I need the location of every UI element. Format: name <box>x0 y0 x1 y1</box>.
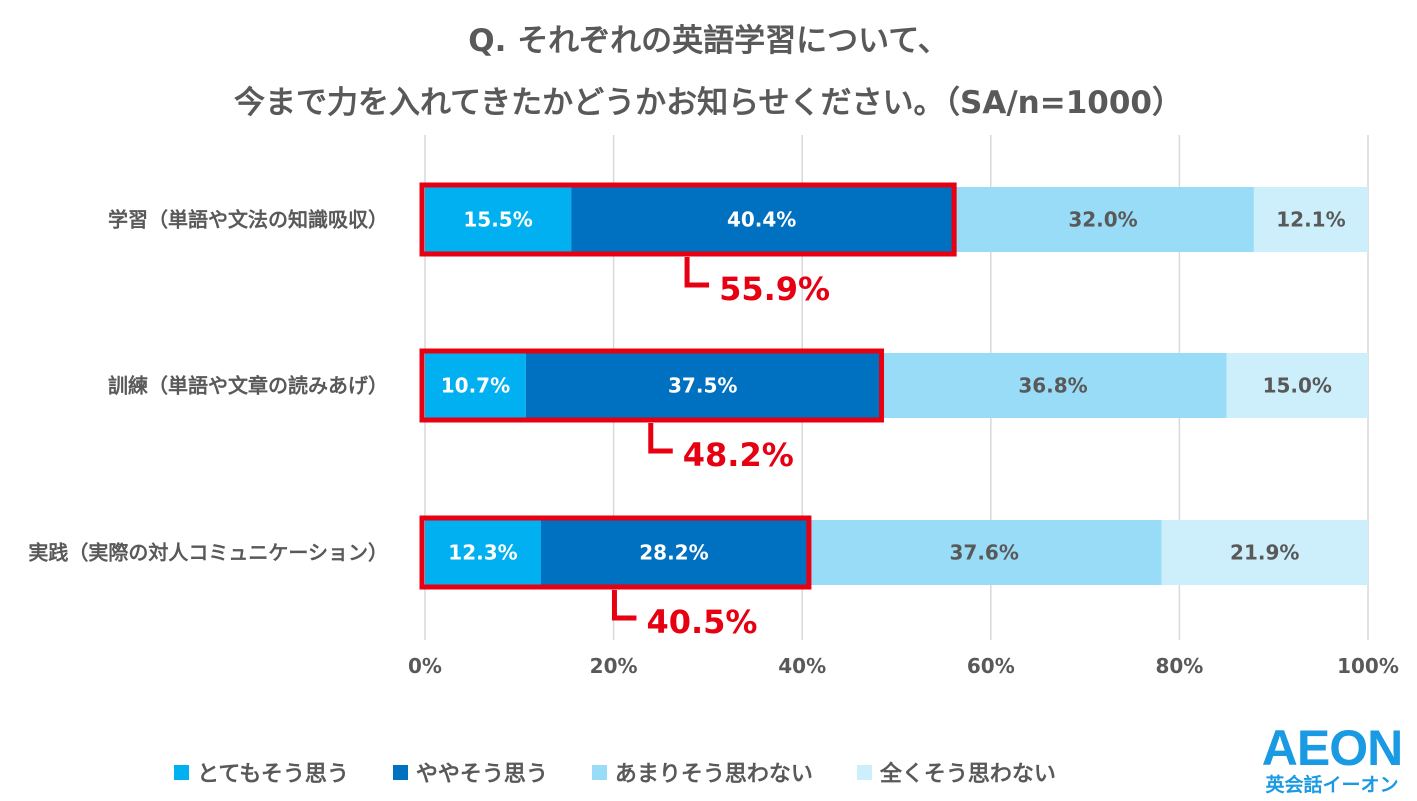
bar-segment <box>425 520 541 585</box>
bar-segment <box>571 187 953 252</box>
x-tick-label: 0% <box>408 654 442 678</box>
data-label: 40.4% <box>727 208 796 232</box>
data-label: 15.5% <box>463 208 532 232</box>
bar-segment <box>879 353 1227 418</box>
x-tick-label: 40% <box>778 654 826 678</box>
legend-swatch <box>856 764 872 780</box>
legend-label: ややそう思う <box>415 762 548 787</box>
bar-segment <box>1161 520 1368 585</box>
bar-segment <box>425 187 572 252</box>
chart-title: Q. それぞれの英語学習について、 今まで力を入れてきたかどうかお知らせください… <box>0 10 1417 134</box>
bar-segment <box>525 353 880 418</box>
data-label: 32.0% <box>1068 208 1137 232</box>
legend-swatch <box>591 764 607 780</box>
legend-label: あまりそう思わない <box>614 762 813 787</box>
bar-segment <box>952 187 1254 252</box>
legend-label: とてもそう思う <box>197 762 349 787</box>
highlight-total: 48.2% <box>683 436 794 474</box>
category-label: 実践（実際の対人コミュニケーション） <box>28 541 388 565</box>
data-label: 12.3% <box>448 541 517 565</box>
bar-segment <box>806 520 1162 585</box>
data-label: 12.1% <box>1276 208 1345 232</box>
data-label: 10.7% <box>441 374 510 398</box>
highlight-box <box>419 348 885 423</box>
bar-segment <box>1226 353 1368 418</box>
legend-swatch <box>174 764 190 780</box>
aeon-logo-mark: AEON <box>1261 720 1403 776</box>
legend-item: とてもそう思う <box>174 756 349 788</box>
legend-item: 全くそう思わない <box>856 756 1056 788</box>
data-label: 15.0% <box>1263 374 1332 398</box>
x-tick-label: 20% <box>590 654 638 678</box>
chart-legend: とてもそう思う ややそう思う あまりそう思わない 全くそう思わない <box>0 752 1230 792</box>
highlight-total: 40.5% <box>646 603 757 641</box>
highlight-box <box>419 182 957 257</box>
chart-title-line2: 今まで力を入れてきたかどうかお知らせください。（SA/n=1000） <box>234 85 1183 121</box>
highlight-connector <box>684 257 710 288</box>
bar-segment <box>1253 187 1368 252</box>
data-label: 37.6% <box>950 541 1019 565</box>
data-label: 37.5% <box>668 374 737 398</box>
bar-segment <box>425 353 526 418</box>
data-label: 21.9% <box>1230 541 1299 565</box>
highlight-total: 55.9% <box>719 270 830 308</box>
category-label: 学習（単語や文法の知識吸収） <box>108 208 388 232</box>
x-tick-label: 80% <box>1155 654 1203 678</box>
legend-item: あまりそう思わない <box>591 756 813 788</box>
bar-segment <box>540 520 807 585</box>
highlight-box <box>419 515 812 590</box>
x-tick-label: 100% <box>1337 654 1399 678</box>
legend-swatch <box>392 764 408 780</box>
x-tick-label: 60% <box>967 654 1015 678</box>
data-label: 36.8% <box>1018 374 1087 398</box>
legend-item: ややそう思う <box>392 756 548 788</box>
highlight-connector <box>648 423 673 454</box>
data-label: 28.2% <box>639 541 708 565</box>
legend-label: 全くそう思わない <box>879 762 1056 787</box>
highlight-connector <box>611 590 637 621</box>
category-label: 訓練（単語や文章の読みあげ） <box>108 374 388 398</box>
aeon-logo: AEON 英会話イーオン <box>1248 722 1416 798</box>
aeon-logo-subtitle: 英会話イーオン <box>1265 774 1399 796</box>
chart-title-line1: Q. それぞれの英語学習について、 <box>468 23 949 59</box>
